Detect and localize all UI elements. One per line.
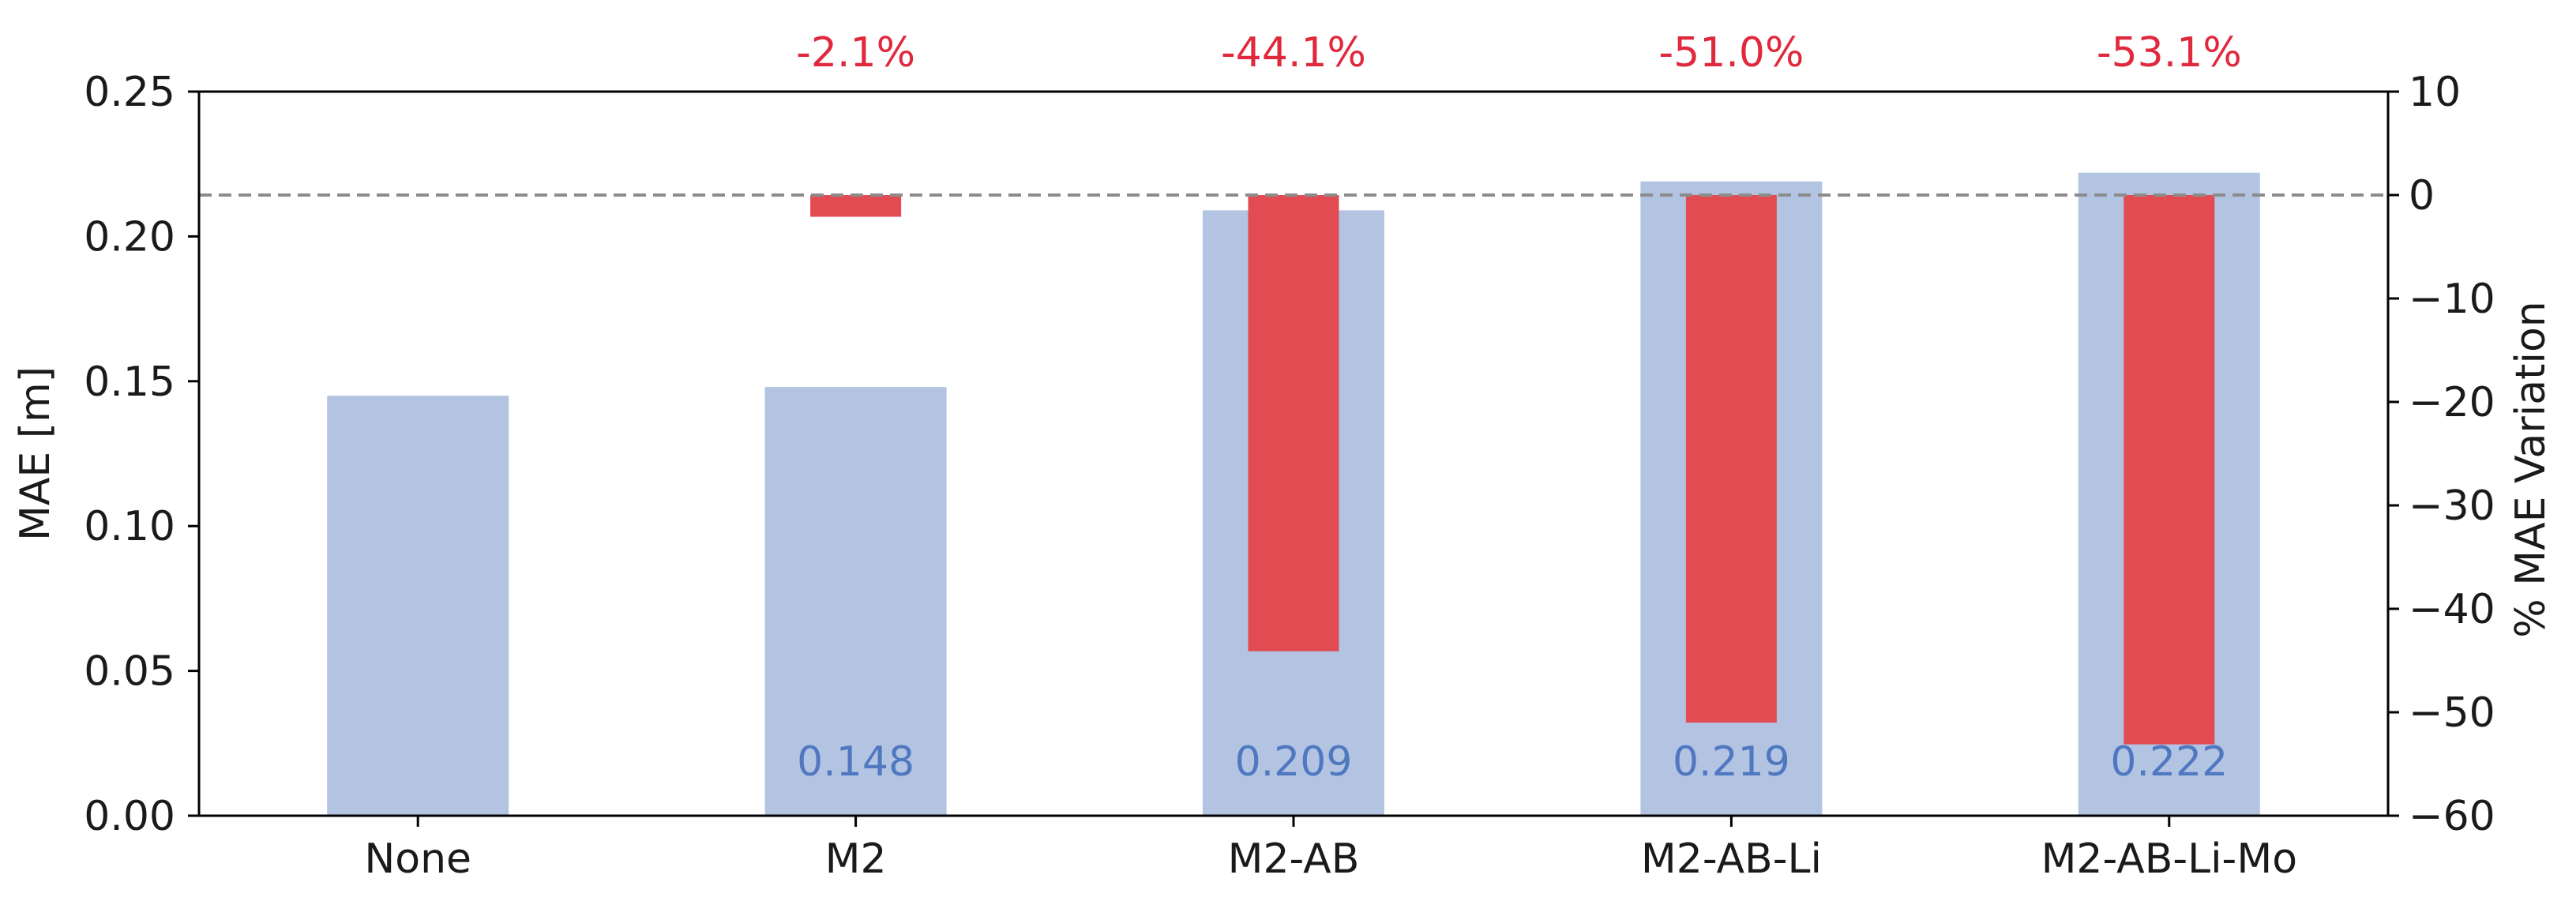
- variation-bar-m2: [810, 195, 902, 217]
- x-axis: None M2 M2-AB M2-AB-Li M2-AB-Li-Mo: [364, 816, 2297, 883]
- variation-bar-m2-ab: [1248, 195, 1339, 651]
- mae-value-label: 0.209: [1235, 738, 1353, 786]
- x-tick-label: None: [364, 835, 471, 883]
- x-tick-label: M2: [825, 835, 887, 883]
- variation-bars: [810, 195, 2215, 745]
- left-tick-label: 0.15: [84, 359, 175, 406]
- right-tick-label: −10: [2409, 276, 2495, 323]
- right-tick-label: −50: [2409, 689, 2495, 737]
- mae-value-label: 0.222: [2110, 738, 2228, 786]
- left-tick-label: 0.20: [84, 213, 175, 261]
- right-tick-label: −60: [2409, 793, 2495, 840]
- x-tick-label: M2-AB-Li-Mo: [2041, 835, 2297, 883]
- mae-value-label: 0.148: [797, 738, 914, 786]
- x-tick-label: M2-AB-Li: [1641, 835, 1822, 883]
- right-tick-label: −30: [2409, 482, 2495, 530]
- x-tick-label: M2-AB: [1228, 835, 1360, 883]
- left-tick-label: 0.05: [84, 648, 175, 696]
- right-tick-label: 0: [2409, 172, 2435, 220]
- mae-bar-none: [327, 396, 509, 816]
- right-tick-label: −20: [2409, 379, 2495, 426]
- mae-bar-m2: [764, 387, 947, 816]
- variation-label: -51.0%: [1658, 29, 1804, 77]
- variation-label: -44.1%: [1221, 29, 1366, 77]
- variation-label: -53.1%: [2097, 29, 2242, 77]
- variation-bar-m2-ab-li-mo: [2124, 195, 2215, 745]
- right-axis-title: % MAE Variation: [2507, 301, 2555, 637]
- mae-value-label: 0.219: [1673, 738, 1790, 786]
- left-axis-title: MAE [m]: [12, 366, 59, 541]
- variation-label: -2.1%: [796, 29, 915, 77]
- left-tick-label: 0.25: [84, 69, 175, 116]
- data-labels: -2.1% -44.1% -51.0% -53.1% 0.148 0.209 0.219 0.…: [796, 29, 2242, 786]
- left-tick-label: 0.00: [84, 793, 175, 840]
- left-axis: 0.00 0.05 0.10 0.15 0.20 0.25: [84, 69, 199, 840]
- left-tick-label: 0.10: [84, 503, 175, 550]
- right-axis: 10 0 −10 −20 −30 −40 −50 −60: [2388, 69, 2495, 840]
- right-tick-label: −40: [2409, 586, 2495, 633]
- right-tick-label: 10: [2409, 69, 2461, 116]
- variation-bar-m2-ab-li: [1685, 195, 1777, 723]
